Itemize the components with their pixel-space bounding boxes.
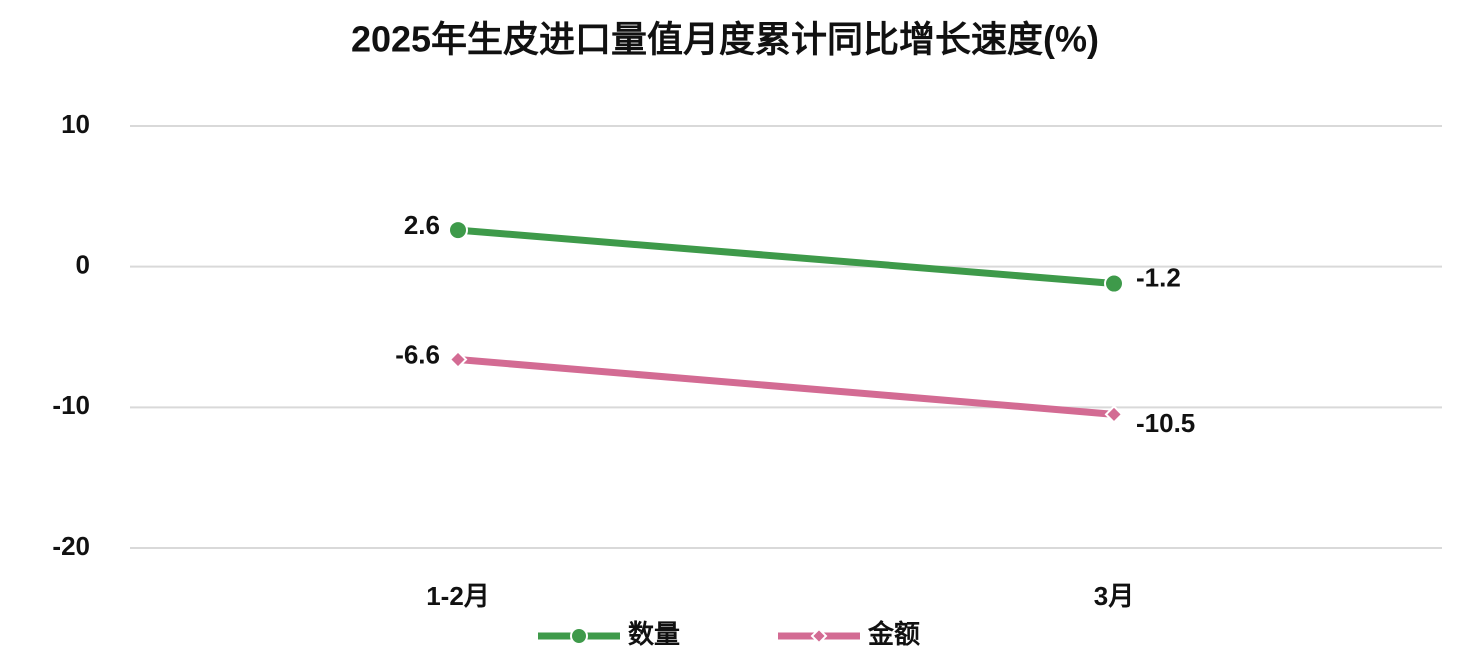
marker <box>1104 273 1124 294</box>
marker <box>1104 404 1124 424</box>
series-line <box>454 226 1118 288</box>
x-tick-label: 1-2月 <box>426 581 490 611</box>
marker <box>448 350 468 369</box>
legend-label: 数量 <box>628 619 680 649</box>
legend-marker <box>570 627 588 645</box>
y-tick-label: -20 <box>52 531 90 561</box>
chart-title: 2025年生皮进口量值月度累计同比增长速度(%) <box>351 19 1099 60</box>
legend-marker <box>810 627 828 645</box>
data-label: -1.2 <box>1136 262 1181 292</box>
y-tick-label: -10 <box>52 390 90 420</box>
data-label: -6.6 <box>395 339 440 369</box>
x-tick-label: 3月 <box>1094 581 1134 611</box>
series-line <box>454 356 1118 418</box>
data-label: 2.6 <box>404 210 440 240</box>
data-label: -10.5 <box>1136 408 1195 438</box>
marker <box>448 220 468 241</box>
y-tick-label: 0 <box>76 250 90 280</box>
legend-label: 金额 <box>867 619 920 649</box>
y-tick-label: 10 <box>61 109 90 139</box>
